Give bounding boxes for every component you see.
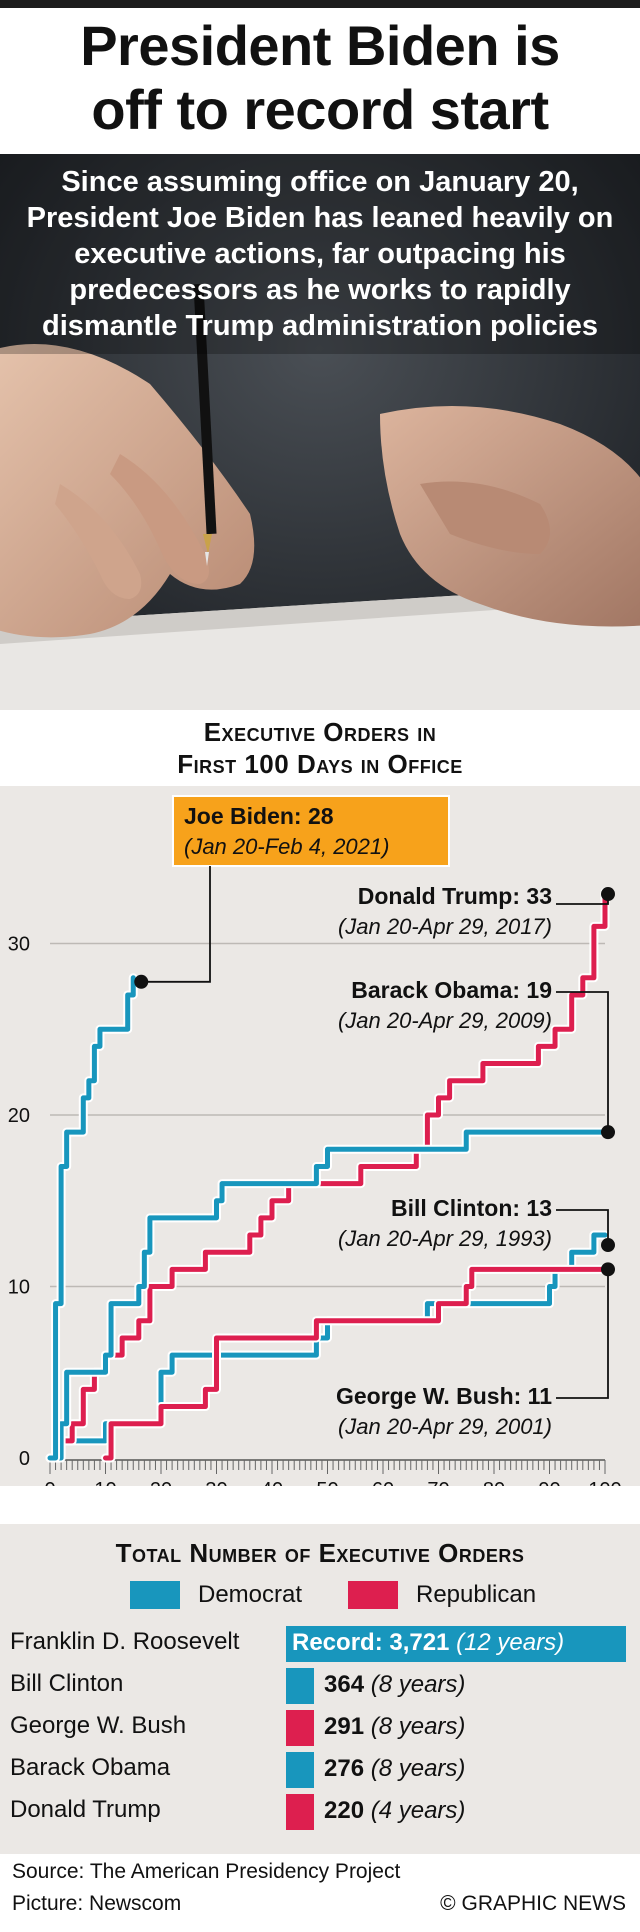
- series-period-barack-obama: (Jan 20-Apr 29, 2009): [338, 1008, 552, 1033]
- series-period-george-w-bush: (Jan 20-Apr 29, 2001): [338, 1414, 552, 1439]
- footer: Source: The American Presidency Project …: [0, 1854, 640, 1932]
- end-marker-george-w-bush: [601, 1262, 615, 1277]
- totals-bar: [286, 1668, 314, 1704]
- y-tick-label: 10: [8, 1277, 30, 1299]
- series-period-donald-trump: (Jan 20-Apr 29, 2017): [338, 914, 552, 939]
- totals-bar: [286, 1752, 314, 1788]
- totals-row-name: Bill Clinton: [10, 1670, 124, 1697]
- series-label-donald-trump: Donald Trump: 33: [358, 883, 552, 909]
- x-tick-label: 90: [538, 1479, 560, 1486]
- totals-title: Total Number of Executive Orders: [0, 1538, 640, 1569]
- x-tick-label: 100: [588, 1479, 621, 1486]
- totals-row-name: Franklin D. Roosevelt: [10, 1628, 240, 1655]
- chart-title-line-2: First 100 Days in Office: [177, 749, 463, 779]
- source-note: Source: The American Presidency Project: [12, 1860, 401, 1883]
- totals-row-value: Record: 3,721 (12 years): [292, 1629, 565, 1656]
- totals-bar: [286, 1710, 314, 1746]
- totals-panel: Total Number of Executive Orders Democra…: [0, 1524, 640, 1854]
- totals-row-value: 291 (8 years): [324, 1713, 466, 1740]
- end-marker-joe-biden: [134, 974, 149, 989]
- series-period-bill-clinton: (Jan 20-Apr 29, 1993): [338, 1226, 552, 1251]
- x-tick-label: 10: [94, 1479, 116, 1486]
- chart-title-line-1: Executive Orders in: [203, 717, 437, 747]
- series-line-joe-biden: [47, 975, 136, 1461]
- x-tick-label: 50: [316, 1479, 338, 1486]
- y-tick-label: 0: [19, 1448, 30, 1470]
- legend-swatch-republican: [348, 1581, 398, 1609]
- picture-credit: Picture: Newscom: [12, 1892, 182, 1915]
- copyright-credit: © GRAPHIC NEWS: [440, 1892, 626, 1915]
- totals-row-name: George W. Bush: [10, 1712, 187, 1739]
- signing-hands-illustration: [0, 154, 640, 710]
- totals-row: Franklin D. Roosevelt Record: 3,721 (12 y…: [0, 1624, 640, 1664]
- series-line-george-w-bush: [103, 1266, 608, 1461]
- hero-photo: Since assuming office on January 20, Pre…: [0, 154, 640, 710]
- totals-row: Donald Trump 220 (4 years): [0, 1792, 640, 1832]
- totals-bar: [286, 1794, 314, 1830]
- totals-row-value: 364 (8 years): [324, 1671, 466, 1698]
- y-tick-label: 20: [8, 1105, 30, 1127]
- leader-line-george-w-bush: [556, 1269, 609, 1399]
- legend-republican: Republican: [348, 1580, 536, 1610]
- legend-swatch-democrat: [130, 1581, 180, 1609]
- y-tick-label: 30: [8, 934, 30, 956]
- totals-row: George W. Bush 291 (8 years): [0, 1708, 640, 1748]
- x-tick-label: 80: [483, 1479, 505, 1486]
- leader-line-joe-biden: [141, 866, 211, 983]
- x-tick-label: 30: [205, 1479, 227, 1486]
- executive-orders-line-chart: 0 10 20 30 0 10 20 30 40 50 60 70 80 90 100 Joe Biden:…: [8, 795, 622, 1501]
- x-tick-label: 60: [372, 1479, 394, 1486]
- end-marker-barack-obama: [601, 1125, 615, 1140]
- totals-title-text: Total Number of Executive Orders: [115, 1538, 525, 1568]
- leader-line-bill-clinton: [556, 1209, 609, 1246]
- chart-panel: 0 10 20 30 0 10 20 30 40 50 60 70 80 90 100 Joe Biden:…: [0, 786, 640, 1501]
- end-marker-bill-clinton: [601, 1238, 615, 1253]
- totals-row-name: Donald Trump: [10, 1796, 161, 1823]
- series-line-barack-obama: [47, 1129, 608, 1461]
- totals-row: Barack Obama 276 (8 years): [0, 1750, 640, 1790]
- series-label-barack-obama: Barack Obama: 19: [351, 977, 552, 1003]
- series-period-joe-biden: (Jan 20-Feb 4, 2021): [184, 834, 389, 859]
- leader-line-donald-trump: [556, 894, 609, 905]
- chart-title: Executive Orders in First 100 Days in Of…: [0, 716, 640, 780]
- x-tick-label: 40: [261, 1479, 283, 1486]
- x-tick-label: 70: [427, 1479, 449, 1486]
- legend-label-republican: Republican: [416, 1581, 537, 1608]
- legend-label-democrat: Democrat: [198, 1581, 303, 1608]
- totals-row-name: Barack Obama: [10, 1754, 171, 1781]
- intro-text: Since assuming office on January 20, Pre…: [26, 166, 614, 342]
- headline: President Biden is off to record start: [0, 14, 640, 142]
- legend-democrat: Democrat: [130, 1580, 302, 1610]
- leader-line-barack-obama: [556, 991, 609, 1133]
- totals-bar: [286, 1626, 626, 1662]
- series-label-bill-clinton: Bill Clinton: 13: [391, 1195, 552, 1221]
- totals-row-value: 276 (8 years): [324, 1755, 466, 1782]
- end-marker-donald-trump: [601, 887, 615, 902]
- totals-row-value: 220 (4 years): [324, 1797, 466, 1824]
- biden-label-box: [172, 795, 450, 867]
- series-label-george-w-bush: George W. Bush: 11: [336, 1383, 552, 1409]
- x-tick-label: 0: [44, 1479, 55, 1486]
- series-label-joe-biden: Joe Biden: 28: [184, 803, 334, 829]
- headline-line-1: President Biden is: [80, 14, 560, 77]
- headline-line-2: off to record start: [91, 78, 549, 141]
- x-tick-label: 20: [150, 1479, 172, 1486]
- top-rule: [0, 0, 640, 8]
- totals-row: Bill Clinton 364 (8 years): [0, 1666, 640, 1706]
